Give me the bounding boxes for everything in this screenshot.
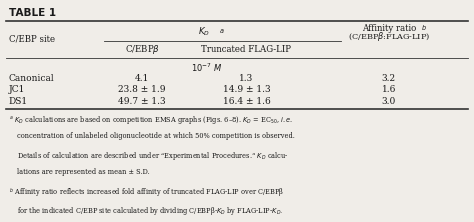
Text: $^a$ $K_D$ calculations are based on competition EMSA graphs (Figs. 6–8). $K_D$ : $^a$ $K_D$ calculations are based on com…	[9, 114, 293, 126]
Text: (C/EBP$\beta$:FLAG-LIP): (C/EBP$\beta$:FLAG-LIP)	[347, 30, 430, 43]
Text: for the indicated C/EBP site calculated by dividing C/EBPβ-$K_D$ by FLAG-LIP-$K_: for the indicated C/EBP site calculated …	[17, 205, 283, 217]
Text: 1.6: 1.6	[382, 85, 396, 94]
Text: 14.9 ± 1.3: 14.9 ± 1.3	[223, 85, 270, 94]
Text: Affinity ratio: Affinity ratio	[362, 24, 416, 33]
Text: concentration of unlabeled oligonucleotide at which 50% competition is observed.: concentration of unlabeled oligonucleoti…	[17, 132, 295, 140]
Text: $b$: $b$	[421, 23, 427, 32]
Text: 23.8 ± 1.9: 23.8 ± 1.9	[118, 85, 166, 94]
Text: 16.4 ± 1.6: 16.4 ± 1.6	[223, 97, 270, 105]
Text: $^b$ Affinity ratio reflects increased fold affinity of truncated FLAG-LIP over : $^b$ Affinity ratio reflects increased f…	[9, 186, 284, 200]
Text: C/EBP$\beta$: C/EBP$\beta$	[125, 44, 160, 56]
Text: DS1: DS1	[9, 97, 27, 105]
Text: Canonical: Canonical	[9, 74, 54, 83]
Text: JC1: JC1	[9, 85, 25, 94]
Text: $a$: $a$	[219, 27, 225, 35]
Text: $\mathit{K_D}$: $\mathit{K_D}$	[198, 26, 210, 38]
Text: 1.3: 1.3	[239, 74, 254, 83]
Text: C/EBP site: C/EBP site	[9, 35, 55, 44]
Text: Truncated FLAG-LIP: Truncated FLAG-LIP	[201, 46, 292, 54]
Text: Details of calculation are described under “Experimental Procedures.” $K_D$ calc: Details of calculation are described und…	[17, 150, 289, 162]
Text: TABLE 1: TABLE 1	[9, 8, 55, 18]
Text: $\mathit{10^{-7}}$ $\mathit{M}$: $\mathit{10^{-7}}$ $\mathit{M}$	[191, 61, 222, 74]
Text: 4.1: 4.1	[135, 74, 149, 83]
Text: 3.2: 3.2	[382, 74, 396, 83]
Text: lations are represented as mean ± S.D.: lations are represented as mean ± S.D.	[17, 168, 150, 176]
Text: 3.0: 3.0	[382, 97, 396, 105]
Text: 49.7 ± 1.3: 49.7 ± 1.3	[118, 97, 166, 105]
